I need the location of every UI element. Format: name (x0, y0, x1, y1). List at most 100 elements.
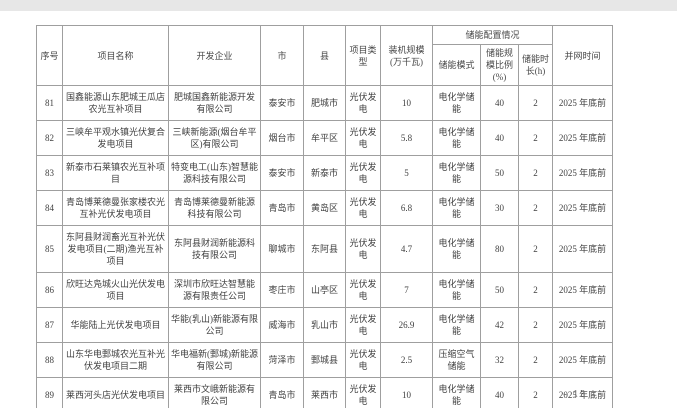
cell-project-type: 光伏发电 (345, 342, 381, 379)
cell-city: 枣庄市 (260, 272, 304, 309)
cell-grid-time: 2025 年底前 (552, 190, 613, 227)
cell-project-name: 三峡牟平观水镇光伏复合发电项目 (62, 120, 169, 157)
cell-storage-duration: 2 (518, 342, 553, 379)
table-header: 序号 项目名称 开发企业 市 县 项目类型 装机规模(万千瓦) 储能配置情况 并… (36, 24, 613, 87)
cell-county: 山亭区 (303, 272, 346, 309)
cell-storage-ratio: 80 (480, 225, 519, 274)
cell-project-type: 光伏发电 (345, 377, 381, 408)
cell-index: 89 (36, 377, 63, 408)
cell-project-type: 光伏发电 (345, 307, 381, 344)
cell-developer: 东阿县财润新能源科技有限公司 (168, 225, 261, 274)
header-storage-ratio: 储能规模比例(%) (480, 43, 519, 87)
table-row: 85 东阿县财润畜光互补光伏发电项目(二期)渔光互补项目 东阿县财润新能源科技有… (36, 225, 613, 274)
cell-storage-ratio: 50 (480, 272, 519, 309)
cell-county: 莱西市 (303, 377, 346, 408)
cell-city: 菏泽市 (260, 342, 304, 379)
cell-city: 泰安市 (260, 85, 304, 122)
table-row: 82 三峡牟平观水镇光伏复合发电项目 三峡新能源(烟台牟平区)有限公司 烟台市 … (36, 120, 613, 157)
cell-index: 82 (36, 120, 63, 157)
header-developer: 开发企业 (168, 24, 261, 87)
header-county: 县 (303, 24, 346, 87)
cell-grid-time: 2025 年底前 (552, 120, 613, 157)
cell-storage-mode: 电化学储能 (432, 85, 481, 122)
cell-city: 泰安市 (260, 155, 304, 192)
cell-county: 牟平区 (303, 120, 346, 157)
cell-capacity: 4.7 (380, 225, 433, 274)
cell-project-name: 欣旺达凫城火山光伏发电项目 (62, 272, 169, 309)
cell-storage-mode: 电化学储能 (432, 307, 481, 344)
cell-storage-ratio: 50 (480, 155, 519, 192)
table-row: 84 青岛博莱德曼张家楼农光互补光伏发电项目 青岛博莱德曼新能源科技有限公司 青… (36, 190, 613, 227)
cell-storage-duration: 2 (518, 155, 553, 192)
cell-storage-duration: 2 (518, 85, 553, 122)
cell-developer: 莱西市文峨新能源有限公司 (168, 377, 261, 408)
cell-city: 烟台市 (260, 120, 304, 157)
cell-project-name: 莱西河头店光伏发电项目 (62, 377, 169, 408)
cell-storage-ratio: 40 (480, 377, 519, 408)
cell-storage-mode: 电化学储能 (432, 190, 481, 227)
header-storage-group: 储能配置情况 (432, 25, 553, 45)
cell-developer: 三峡新能源(烟台牟平区)有限公司 (168, 120, 261, 157)
cell-storage-mode: 电化学储能 (432, 120, 481, 157)
table-row: 83 新泰市石莱镇农光互补项目 特变电工(山东)智慧能源科技有限公司 泰安市 新… (36, 155, 613, 192)
cell-project-type: 光伏发电 (345, 120, 381, 157)
table-row: 86 欣旺达凫城火山光伏发电项目 深圳市欣旺达智慧能源有限责任公司 枣庄市 山亭… (36, 272, 613, 309)
cell-storage-ratio: 40 (480, 120, 519, 157)
cell-storage-ratio: 42 (480, 307, 519, 344)
cell-capacity: 2.5 (380, 342, 433, 379)
cell-index: 88 (36, 342, 63, 379)
header-project-name: 项目名称 (62, 24, 169, 87)
cell-capacity: 5.8 (380, 120, 433, 157)
cell-project-type: 光伏发电 (345, 225, 381, 274)
cell-project-name: 青岛博莱德曼张家楼农光互补光伏发电项目 (62, 190, 169, 227)
cell-grid-time: 2025 年底前 (552, 225, 613, 274)
cell-county: 肥城市 (303, 85, 346, 122)
projects-table: 序号 项目名称 开发企业 市 县 项目类型 装机规模(万千瓦) 储能配置情况 并… (36, 24, 613, 408)
cell-grid-time: 2025 年底前 (552, 377, 613, 408)
header-capacity: 装机规模(万千瓦) (380, 24, 433, 87)
page-number: - 13 - (563, 389, 597, 400)
cell-developer: 华电福新(鄄城)新能源有限公司 (168, 342, 261, 379)
cell-storage-ratio: 40 (480, 85, 519, 122)
cell-county: 黄岛区 (303, 190, 346, 227)
cell-storage-ratio: 30 (480, 190, 519, 227)
cell-developer: 特变电工(山东)智慧能源科技有限公司 (168, 155, 261, 192)
header-storage-mode: 储能模式 (432, 43, 481, 87)
header-storage-duration: 储能时长(h) (518, 43, 553, 87)
cell-index: 85 (36, 225, 63, 274)
cell-city: 青岛市 (260, 377, 304, 408)
cell-storage-duration: 2 (518, 120, 553, 157)
cell-city: 聊城市 (260, 225, 304, 274)
table-row: 88 山东华电鄄城农光互补光伏发电项目二期 华电福新(鄄城)新能源有限公司 菏泽… (36, 342, 613, 379)
cell-capacity: 26.9 (380, 307, 433, 344)
cell-project-type: 光伏发电 (345, 272, 381, 309)
cell-county: 鄄城县 (303, 342, 346, 379)
cell-storage-duration: 2 (518, 190, 553, 227)
cell-storage-mode: 电化学储能 (432, 225, 481, 274)
cell-storage-duration: 2 (518, 377, 553, 408)
cell-developer: 青岛博莱德曼新能源科技有限公司 (168, 190, 261, 227)
cell-capacity: 6.8 (380, 190, 433, 227)
cell-grid-time: 2025 年底前 (552, 272, 613, 309)
cell-index: 87 (36, 307, 63, 344)
cell-grid-time: 2025 年底前 (552, 155, 613, 192)
header-city: 市 (260, 24, 304, 87)
cell-county: 乳山市 (303, 307, 346, 344)
cell-storage-mode: 电化学储能 (432, 272, 481, 309)
cell-index: 83 (36, 155, 63, 192)
table-row: 89 莱西河头店光伏发电项目 莱西市文峨新能源有限公司 青岛市 莱西市 光伏发电… (36, 377, 613, 408)
header-index: 序号 (36, 24, 63, 87)
cell-project-name: 新泰市石莱镇农光互补项目 (62, 155, 169, 192)
cell-storage-mode: 电化学储能 (432, 155, 481, 192)
cell-county: 新泰市 (303, 155, 346, 192)
cell-project-name: 国鑫能源山东肥城王瓜店农光互补项目 (62, 85, 169, 122)
cell-storage-mode: 压缩空气储能 (432, 342, 481, 379)
cell-grid-time: 2025 年底前 (552, 307, 613, 344)
cell-project-type: 光伏发电 (345, 155, 381, 192)
cell-grid-time: 2025 年底前 (552, 85, 613, 122)
cell-project-name: 山东华电鄄城农光互补光伏发电项目二期 (62, 342, 169, 379)
cell-project-name: 华能陆上光伏发电项目 (62, 307, 169, 344)
cell-project-type: 光伏发电 (345, 190, 381, 227)
cell-storage-duration: 2 (518, 307, 553, 344)
cell-capacity: 10 (380, 85, 433, 122)
